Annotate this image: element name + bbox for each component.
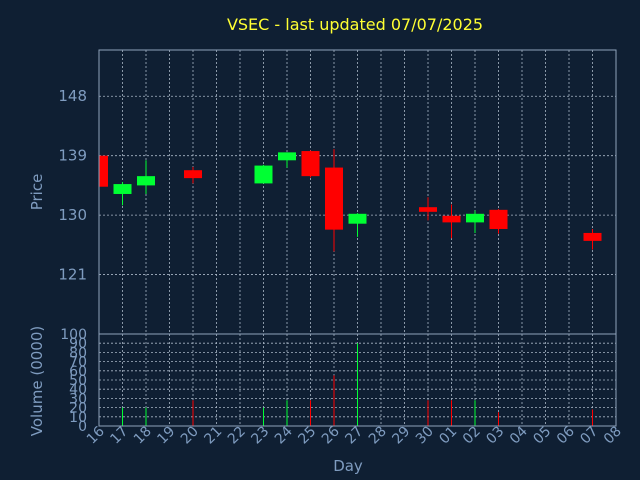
candle-body	[348, 213, 367, 224]
volume-tick-label: 80	[69, 345, 87, 361]
price-tick-label: 148	[58, 87, 87, 105]
candle-body	[99, 155, 108, 187]
candle-body	[184, 170, 202, 179]
price-grid	[98, 50, 617, 334]
volume-axis-label: Volume (0000)	[28, 326, 46, 436]
price-tick-label: 139	[58, 147, 87, 165]
volume-tick-label: 50	[69, 373, 87, 389]
volume-tick-label: 90	[69, 336, 87, 352]
price-tick-label: 121	[58, 266, 87, 284]
chart-title: VSEC - last updated 07/07/2025	[227, 15, 483, 34]
volume-tick-label: 10	[69, 410, 87, 426]
volume-tick-label: 100	[60, 327, 87, 343]
volume-tick-label: 70	[69, 355, 87, 371]
candle-body	[137, 176, 155, 186]
tick-labels: 16 17 18 19 20 21 22 23 24 25 26 27 28 29 30 01 02 03 04 05…	[58, 87, 624, 447]
candles	[98, 149, 602, 252]
candle-body	[419, 207, 437, 212]
candle-body	[583, 232, 602, 241]
candle-body	[301, 151, 320, 177]
volume-tick-label: 20	[69, 401, 87, 417]
candle-body	[278, 152, 296, 161]
y-axis-label: Price	[28, 174, 46, 211]
candle-body	[254, 165, 273, 184]
candle-body	[113, 184, 132, 194]
candle-body	[466, 213, 484, 223]
volume-tick-label: 60	[69, 364, 87, 380]
candle-body	[325, 167, 343, 230]
volume-panel-frame	[98, 333, 617, 427]
x-axis-label: Day	[333, 457, 363, 475]
price-tick-label: 130	[58, 206, 87, 224]
volume-bars	[122, 343, 593, 426]
volume-tick-label: 0	[78, 419, 87, 435]
candle-body	[442, 215, 461, 223]
volume-tick-label: 40	[69, 382, 87, 398]
candle-body	[489, 209, 508, 229]
volume-tick-label: 30	[69, 391, 87, 407]
